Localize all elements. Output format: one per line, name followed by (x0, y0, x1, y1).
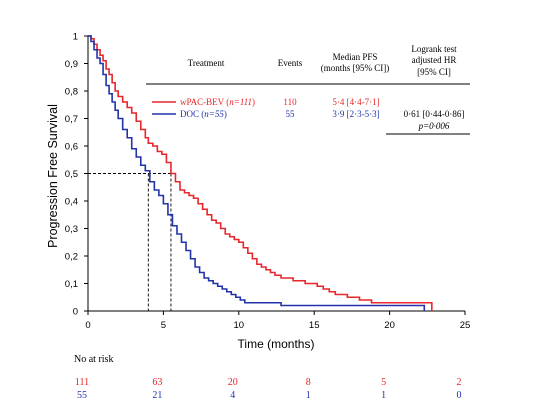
header-hr-line3: [95% CI] (417, 67, 451, 77)
y-tick-label: 1 (73, 32, 78, 43)
y-tick-label: 0 (73, 307, 78, 318)
at-risk-count: 111 (75, 377, 89, 388)
at-risk-count: 55 (77, 390, 87, 401)
header-treatment: Treatment (188, 58, 225, 68)
at-risk-count: 1 (381, 390, 386, 401)
y-tick-label: 0,5 (65, 169, 78, 180)
p-value: p=0·006 (418, 121, 450, 131)
row-wpac-name: wPAC-BEV (n=111) (180, 97, 255, 107)
y-tick-label: 0,7 (65, 114, 78, 125)
header-hr-line1: Logrank test (411, 44, 457, 54)
row-wpac-median: 5·4 [4·4-7·1] (332, 97, 379, 107)
y-tick-label: 0,4 (65, 197, 78, 208)
y-tick-label: 0,9 (65, 59, 78, 70)
x-tick-label: 5 (161, 320, 166, 331)
at-risk-rows: 111 63 20 8 5 2 55 21 4 1 1 0 (75, 377, 462, 401)
hr-value: 0·61 [0·44-0·86] (404, 109, 465, 119)
at-risk-label: No at risk (74, 354, 113, 365)
header-median-line2: (months [95% CI]) (321, 63, 390, 73)
x-tick-label: 25 (460, 320, 471, 331)
at-risk-count: 20 (228, 377, 238, 388)
y-axis-label: Progression Free Survival (46, 104, 60, 248)
results-table: Treatment Events Median PFS (months [95%… (146, 44, 470, 135)
header-hr-line2: adjusted HR (412, 55, 457, 65)
y-tick-label: 0,3 (65, 224, 78, 235)
row-doc-name: DOC (n=55) (180, 109, 227, 119)
at-risk-count: 0 (457, 390, 462, 401)
x-tick-label: 10 (234, 320, 245, 331)
header-median-line1: Median PFS (333, 52, 378, 62)
row-doc-median: 3·9 [2·3-5·3] (332, 109, 379, 119)
number-at-risk: No at risk 111 63 20 8 5 2 55 21 4 1 1 0 (74, 354, 462, 401)
median-reference-lines (88, 173, 172, 311)
series-line-doc (88, 35, 426, 311)
x-tick-label: 0 (85, 320, 90, 331)
survival-curves (88, 35, 433, 311)
at-risk-count: 1 (306, 390, 311, 401)
axis-ticks: 00,10,20,30,40,50,60,70,80,910 5 10 15 20 25 (65, 32, 471, 332)
at-risk-count: 8 (306, 377, 311, 388)
y-tick-label: 0,2 (65, 252, 78, 263)
at-risk-count: 4 (230, 390, 235, 401)
header-events: Events (278, 58, 303, 68)
row-wpac-events: 110 (283, 97, 297, 107)
at-risk-count: 21 (152, 390, 162, 401)
x-tick-label: 15 (309, 320, 320, 331)
at-risk-count: 2 (457, 377, 462, 388)
x-axis-label: Time (months) (238, 337, 315, 351)
y-tick-label: 0,8 (65, 87, 78, 98)
y-tick-label: 0,1 (65, 279, 78, 290)
x-tick-label: 20 (384, 320, 395, 331)
row-doc-events: 55 (286, 109, 296, 119)
at-risk-count: 63 (152, 377, 162, 388)
at-risk-count: 5 (381, 377, 386, 388)
series-line-wpac-bev (88, 35, 433, 311)
y-tick-label: 0,6 (65, 142, 78, 153)
